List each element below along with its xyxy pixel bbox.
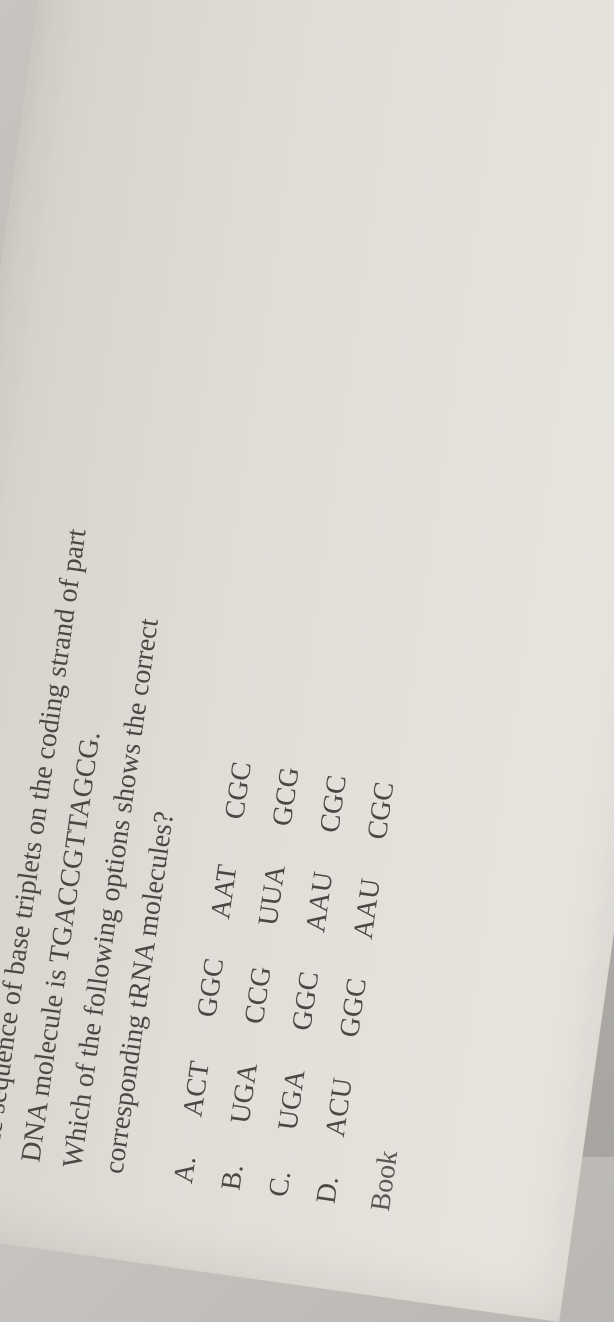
option-label: D.: [303, 1133, 360, 1206]
question-block: 4. The sequence of base triplets on the …: [0, 0, 573, 1248]
question-number: 4.: [0, 1168, 3, 1193]
page-container: D. discontinuous 4. The sequence of base…: [0, 0, 614, 1322]
cutoff-text: Book: [365, 0, 573, 1213]
